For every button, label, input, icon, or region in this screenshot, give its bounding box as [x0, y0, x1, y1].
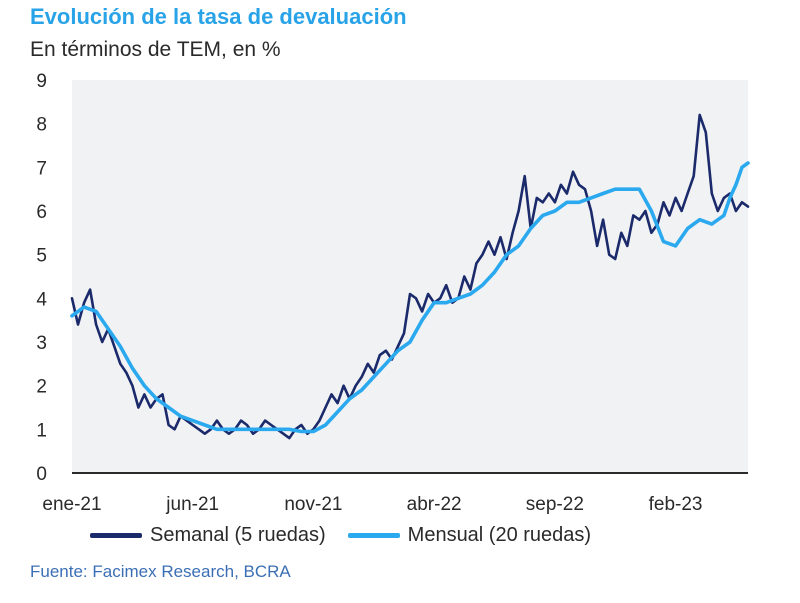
x-tick-label: ene-21 [42, 494, 101, 515]
x-tick-label: sep-22 [526, 494, 584, 515]
y-tick-label: 9 [36, 71, 47, 92]
y-axis: 0 1 2 3 4 5 6 7 8 9 [36, 71, 47, 485]
legend: Semanal (5 ruedas) Mensual (20 ruedas) [90, 524, 613, 547]
y-tick-label: 8 [36, 115, 47, 136]
x-tick-label: jun-21 [165, 494, 219, 515]
legend-label-mensual: Mensual (20 ruedas) [407, 524, 592, 546]
legend-label-semanal: Semanal (5 ruedas) [150, 524, 326, 546]
y-tick-label: 7 [36, 158, 47, 179]
y-tick-label: 1 [36, 420, 47, 441]
y-tick-label: 0 [36, 464, 47, 485]
y-tick-label: 5 [36, 246, 47, 267]
y-tick-label: 2 [36, 377, 47, 398]
source-note: Fuente: Facimex Research, BCRA [30, 562, 291, 581]
x-axis: ene-21 jun-21 nov-21 abr-22 sep-22 feb-23 [42, 494, 702, 515]
x-tick-label: abr-22 [407, 494, 462, 515]
series-group [70, 113, 750, 440]
x-tick-label: nov-21 [284, 494, 342, 515]
legend-item-mensual[interactable]: Mensual (20 ruedas) [347, 524, 592, 547]
y-tick-label: 3 [36, 333, 47, 354]
legend-item-semanal[interactable]: Semanal (5 ruedas) [90, 524, 326, 547]
chart-title: Evolución de la tasa de devaluación [30, 4, 407, 29]
series-line-mensual [70, 161, 750, 434]
x-tick-label: feb-23 [649, 494, 703, 515]
plot-area [72, 80, 748, 473]
y-tick-label: 4 [36, 289, 47, 310]
chart-subtitle: En términos de TEM, en % [30, 38, 281, 61]
legend-swatch-semanal [90, 533, 142, 538]
y-tick-label: 6 [36, 202, 47, 223]
legend-swatch-mensual [347, 533, 400, 538]
